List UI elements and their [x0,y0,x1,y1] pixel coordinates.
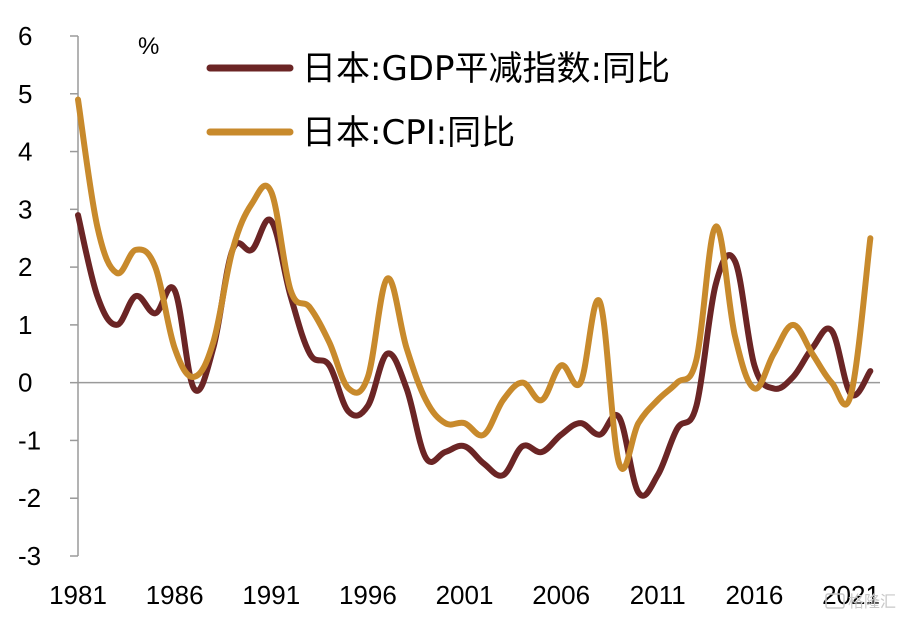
y-tick-label: 5 [18,79,32,109]
tick-labels: 6 5 4 3 2 1 0 -1 -2 -3 1981 1986 1991 1996 2001 2006 201… [18,21,880,610]
legend-label-1: 日本:CPI:同比 [302,113,515,153]
series-line-1 [75,96,874,472]
x-tick-label: 1996 [339,580,397,610]
x-tick-label: 1981 [49,580,107,610]
x-tick-label: 2021 [822,580,880,610]
y-tick-label: 3 [18,194,32,224]
x-tick-label: 2001 [436,580,494,610]
y-tick-label: 1 [18,310,32,340]
watermark-text: 格隆汇 [848,592,896,611]
legend-label-0: 日本:GDP平减指数:同比 [302,49,670,89]
y-tick-label: -1 [18,425,41,455]
series-lines [75,96,874,499]
y-tick-label: 2 [18,252,32,282]
x-tick-label: 2011 [630,580,686,610]
y-unit-label: % [138,33,159,60]
y-tick-label: 6 [18,21,32,51]
y-tick-label: 0 [18,368,32,398]
y-tick-label: -2 [18,483,41,513]
watermark-logo-icon [825,593,845,609]
y-tick-label: -3 [18,541,41,571]
x-tick-label: 2016 [725,580,783,610]
y-tick-label: 4 [18,137,32,167]
x-tick-label: 2006 [532,580,590,610]
series-line-0 [75,212,874,499]
x-tick-label: 1991 [242,580,300,610]
watermark: 格隆汇 [825,592,896,611]
x-tick-label: 1986 [146,580,204,610]
